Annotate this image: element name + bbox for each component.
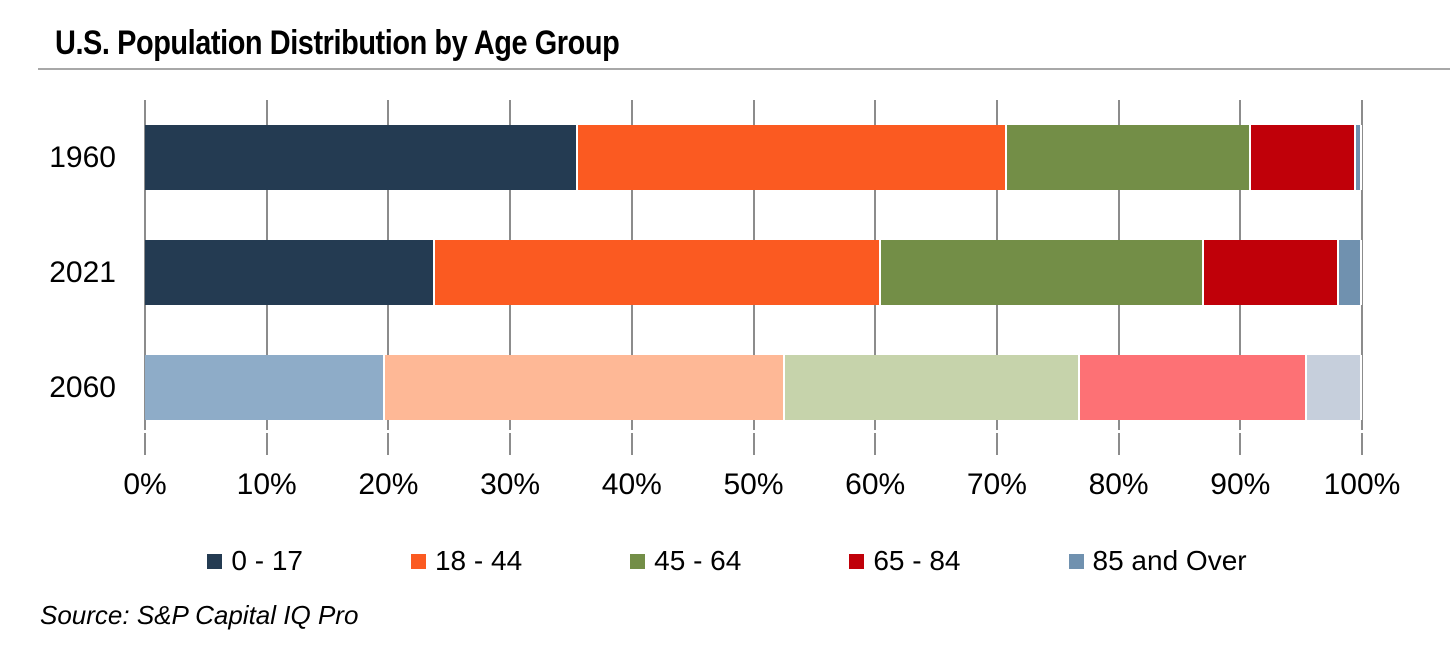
bar-segment-2060-85andOver: [1307, 355, 1362, 420]
x-axis-tick: [1361, 433, 1363, 455]
bar-segment-2021-0-17: [145, 240, 435, 305]
plot-area: 0% 10% 20% 30% 40% 50% 60% 70% 80% 90% 100%: [123, 100, 1400, 501]
x-axis-label: 40%: [601, 468, 662, 501]
row-label-1960: 1960: [49, 140, 116, 174]
bar-segment-1960-85andOver: [1355, 125, 1362, 190]
x-axis-tick: [995, 433, 998, 455]
category-axis: 1960 2021 2060: [0, 100, 130, 445]
x-axis-tick: [1117, 433, 1120, 455]
legend-item: 45 - 64: [630, 545, 741, 577]
legend: 0 - 17 18 - 44 45 - 64 65 - 84 85 and Over: [0, 545, 1454, 577]
legend-swatch-icon: [207, 553, 223, 569]
legend-item: 18 - 44: [410, 545, 523, 577]
legend-label: 65 - 84: [873, 545, 961, 576]
legend-swatch-icon: [410, 553, 426, 569]
x-axis-label: 70%: [966, 468, 1027, 501]
x-axis-tick: [509, 433, 512, 455]
legend-swatch-icon: [1068, 553, 1084, 569]
x-axis-label: 30%: [480, 468, 541, 501]
row-label-2021: 2021: [49, 255, 116, 289]
legend-label: 85 and Over: [1092, 545, 1247, 576]
bar-segment-2060-65-84: [1079, 355, 1308, 420]
source-note: Source: S&P Capital IQ Pro: [40, 600, 359, 630]
x-axis-label: 100%: [1323, 468, 1401, 501]
x-axis-label: 0%: [123, 468, 167, 501]
x-axis-tick: [630, 433, 633, 455]
x-axis-label: 60%: [845, 468, 906, 501]
legend-swatch-icon: [849, 553, 865, 569]
legend-swatch-icon: [630, 553, 646, 569]
bar-row: [145, 215, 1362, 330]
bar-segment-2021-45-64: [881, 240, 1204, 305]
bar-segment-1960-65-84: [1251, 125, 1356, 190]
legend-item: 85 and Over: [1068, 545, 1247, 577]
x-axis-label: 10%: [236, 468, 297, 501]
x-axis-tick: [265, 433, 268, 455]
bar-row: [145, 330, 1362, 445]
x-axis-tick: [387, 433, 390, 455]
legend-label: 0 - 17: [231, 545, 303, 576]
bar-row: [145, 100, 1362, 215]
legend-item: 65 - 84: [849, 545, 961, 577]
stacked-bar-1960: [145, 125, 1362, 190]
x-axis-tick: [874, 433, 877, 455]
legend-item: 0 - 17: [207, 545, 303, 577]
bar-segment-2060-18-44: [384, 355, 786, 420]
x-axis-label: 50%: [723, 468, 784, 501]
bar-segment-1960-0-17: [145, 125, 579, 190]
bar-segment-2021-85andOver: [1338, 240, 1362, 305]
legend-label: 18 - 44: [434, 545, 523, 576]
x-axis-label: 90%: [1210, 468, 1271, 501]
chart-title: U.S. Population Distribution by Age Grou…: [55, 24, 620, 62]
gridline: [1361, 100, 1363, 430]
bar-segment-1960-45-64: [1006, 125, 1252, 190]
stacked-bar-2021: [145, 240, 1362, 305]
x-axis-tick: [1239, 433, 1242, 455]
bar-segment-2060-0-17: [145, 355, 385, 420]
row-label-2060: 2060: [49, 370, 116, 404]
bar-segment-2021-18-44: [434, 240, 882, 305]
bar-segment-1960-18-44: [578, 125, 1007, 190]
x-axis-tick: [144, 433, 146, 455]
bar-segment-2021-65-84: [1203, 240, 1339, 305]
legend-label: 45 - 64: [654, 545, 742, 576]
bar-segment-2060-45-64: [785, 355, 1080, 420]
x-axis-tick: [752, 433, 755, 455]
x-axis-label: 20%: [358, 468, 419, 501]
title-divider: [38, 68, 1450, 70]
stacked-bar-2060: [145, 355, 1362, 420]
x-axis-label: 80%: [1088, 468, 1149, 501]
